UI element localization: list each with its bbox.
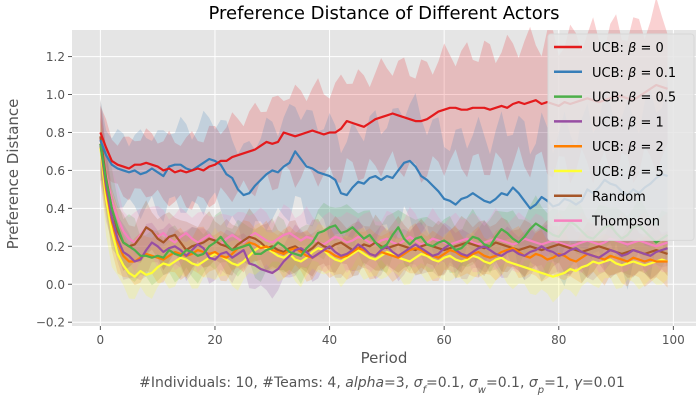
- y-tick-label: 0.4: [46, 202, 65, 216]
- y-tick-label: 0.6: [46, 164, 65, 178]
- legend-label: UCB: β = 1: [592, 115, 664, 130]
- legend-box: [547, 33, 695, 241]
- legend-label: UCB: β = 2: [592, 140, 664, 155]
- legend-label: Random: [592, 190, 646, 205]
- line-series-4: [99, 143, 668, 263]
- band-series-1: [100, 80, 668, 290]
- y-tick-label: 1.2: [46, 50, 65, 64]
- legend-label: Thompson: [591, 215, 660, 230]
- chart-subtitle: #Individuals: 10, #Teams: 4, alpha=3, σf…: [139, 375, 625, 396]
- x-tick-label: 60: [437, 333, 452, 347]
- band-series-0: [100, 0, 668, 210]
- x-tick-label: 100: [662, 333, 685, 347]
- y-tick-label: 1.0: [46, 88, 65, 102]
- legend: UCB: β = 0 UCB: β = 0.1 UCB: β = 0.5 UCB: β…: [547, 33, 695, 241]
- y-axis: −0.2 0.0 0.2 0.4 0.6 0.8 1.0 1.2: [36, 50, 72, 330]
- x-tick-label: 20: [207, 333, 222, 347]
- y-tick-label: 0.2: [46, 240, 65, 254]
- y-tick-label: 0.0: [46, 278, 65, 292]
- y-axis-label: Preference Distance: [4, 99, 22, 250]
- line-series-7: [99, 138, 668, 248]
- x-axis: 0 20 40 60 80 100: [97, 326, 685, 347]
- band-series-2: [100, 118, 668, 286]
- y-tick-label: −0.2: [36, 316, 65, 330]
- x-axis-label: Period: [361, 349, 408, 367]
- legend-label: UCB: β = 5: [592, 165, 664, 180]
- legend-label: UCB: β = 0.5: [592, 91, 676, 106]
- x-tick-label: 40: [322, 333, 337, 347]
- y-tick-label: 0.8: [46, 126, 65, 140]
- legend-label: UCB: β = 0: [592, 41, 664, 56]
- legend-label: UCB: β = 0.1: [592, 66, 676, 81]
- line-series-3: [99, 143, 668, 274]
- x-tick-label: 80: [551, 333, 566, 347]
- x-tick-label: 0: [97, 333, 105, 347]
- chart-title: Preference Distance of Different Actors: [208, 3, 559, 24]
